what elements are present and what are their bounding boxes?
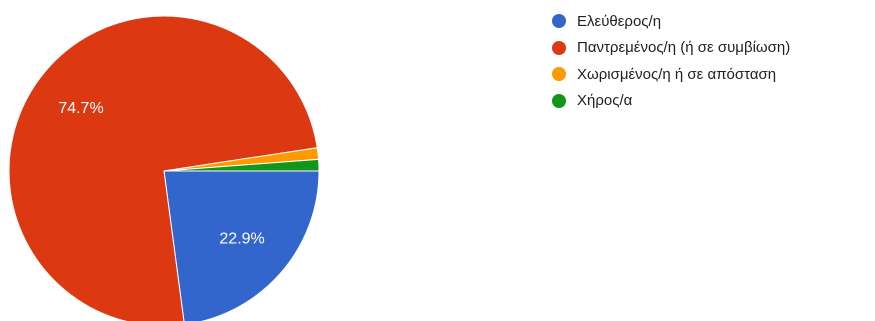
- legend-item-married[interactable]: Παντρεμένος/η (ή σε συμβίωση): [552, 35, 790, 62]
- legend-swatch-widowed: [552, 93, 566, 108]
- legend-item-divorced[interactable]: Χωρισμένος/η ή σε απόσταση: [552, 61, 790, 88]
- pie-slice-labels: 22.9% 74.7%: [58, 100, 264, 248]
- slice-married[interactable]: [8, 15, 318, 321]
- pie-slices: [8, 15, 320, 321]
- legend-label-widowed: Χήρος/α: [577, 92, 633, 110]
- legend-label-divorced: Χωρισμένος/η ή σε απόσταση: [577, 65, 777, 83]
- slice-widowed[interactable]: [163, 158, 320, 172]
- slice-married-label: 74.7%: [58, 100, 103, 117]
- legend-swatch-single: [552, 14, 566, 29]
- legend-label-married: Παντρεμένος/η (ή σε συμβίωση): [577, 39, 791, 57]
- legend-swatch-married: [552, 40, 566, 55]
- slice-single[interactable]: [163, 170, 320, 321]
- legend-item-widowed[interactable]: Χήρος/α: [552, 88, 790, 115]
- slice-single-label: 22.9%: [219, 231, 264, 248]
- legend-swatch-divorced: [552, 67, 566, 82]
- legend-item-single[interactable]: Ελεύθερος/η: [552, 8, 790, 35]
- legend-label-single: Ελεύθερος/η: [577, 12, 662, 30]
- chart-legend: Ελεύθερος/η Παντρεμένος/η (ή σε συμβίωση…: [552, 8, 790, 114]
